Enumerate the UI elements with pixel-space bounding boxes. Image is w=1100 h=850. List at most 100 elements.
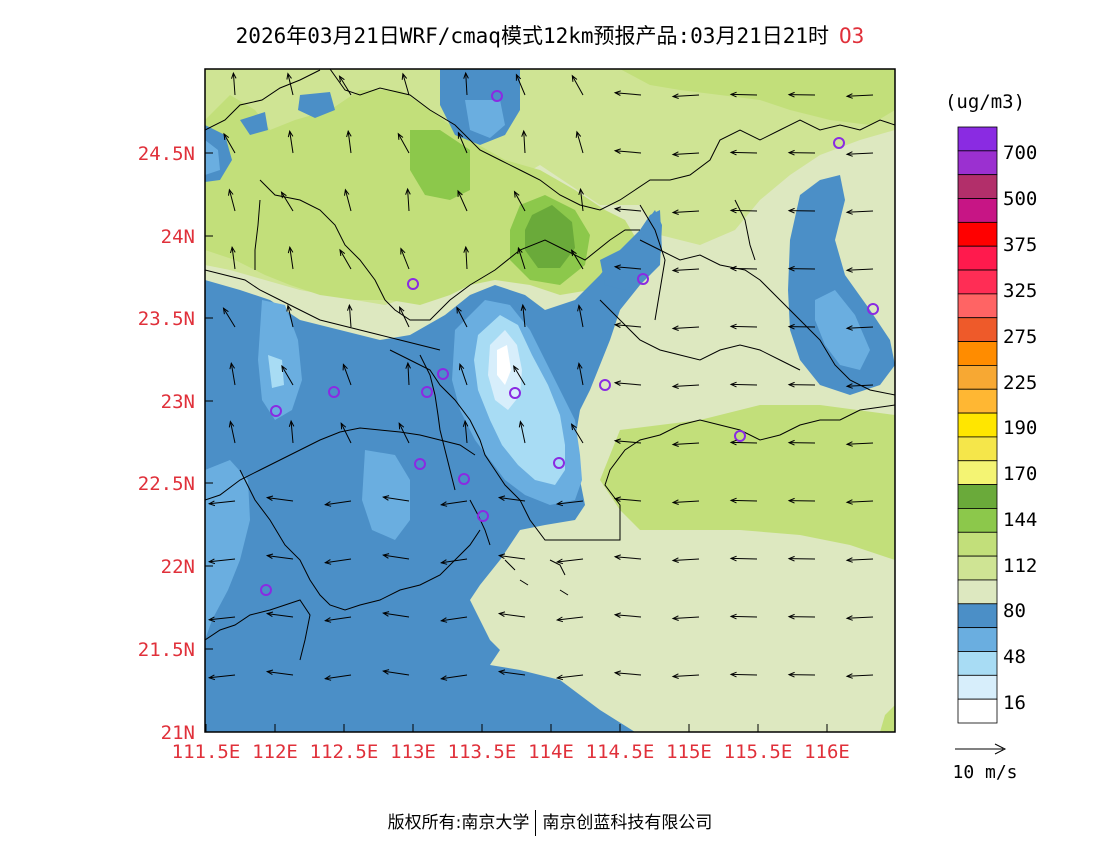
colorbar-swatch: [957, 484, 998, 509]
footer-right: 南京创蓝科技有限公司: [542, 813, 713, 833]
wind-arrowhead: [671, 673, 679, 679]
wind-arrowhead: [265, 553, 274, 560]
wind-arrowhead: [497, 611, 506, 618]
colorbar-swatch: [957, 555, 998, 581]
wind-arrow: [499, 671, 526, 676]
wind-arrowhead: [555, 616, 564, 623]
wind-arrowhead: [671, 93, 679, 99]
wind-arrow: [383, 670, 410, 676]
wind-arrow: [615, 440, 642, 444]
wind-arrowhead: [577, 362, 583, 370]
wind-arrowhead: [340, 422, 347, 430]
wind-arrowhead: [456, 306, 462, 314]
wind-arrowhead: [344, 188, 350, 196]
wind-arrow: [342, 364, 352, 386]
wind-arrowhead: [613, 206, 621, 212]
colorbar-swatch: [957, 221, 998, 247]
wind-arrowhead: [231, 71, 237, 79]
wind-arrow: [515, 74, 526, 96]
wind-arrowhead: [671, 615, 679, 621]
wind-arrowhead: [570, 423, 577, 431]
wind-arrow: [846, 500, 874, 503]
lat-label: 24N: [161, 226, 195, 248]
wind-arrowhead: [729, 323, 737, 330]
wind-arrowhead: [286, 304, 292, 312]
wind-arrow: [281, 191, 294, 212]
wind-arrowhead: [845, 615, 853, 621]
wind-arrow: [325, 616, 352, 622]
wind-arrow: [846, 326, 874, 329]
wind-arrowhead: [207, 674, 216, 681]
station-marker: [328, 386, 340, 398]
wind-arrow: [402, 73, 410, 96]
wind-arrowhead: [324, 501, 332, 507]
colorbar-swatch: [957, 269, 998, 295]
wind-legend-label: 10 m/s: [952, 762, 1017, 783]
footer-separator: [535, 810, 537, 836]
wind-arrow: [287, 73, 294, 96]
wind-arrowhead: [518, 420, 525, 428]
wind-arrow: [499, 555, 526, 560]
wind-legend: 10 m/s: [952, 743, 1018, 783]
wind-arrowhead: [671, 325, 679, 331]
wind-arrowhead: [228, 188, 234, 196]
station-marker: [477, 510, 489, 522]
wind-arrowhead: [398, 422, 405, 430]
wind-arrowhead: [571, 74, 578, 82]
wind-arrowhead: [497, 495, 506, 502]
lon-label: 113.5E: [448, 741, 517, 763]
wind-arrowhead: [845, 383, 853, 389]
wind-arrowhead: [671, 267, 679, 273]
wind-arrow: [557, 558, 584, 563]
wind-arrow: [231, 247, 236, 270]
wind-arrowhead: [845, 267, 853, 273]
station-marker: [414, 458, 426, 470]
wind-arrowhead: [457, 189, 463, 197]
colorbar-swatch: [957, 341, 998, 366]
wind-arrowhead: [497, 669, 506, 676]
colorbar-swatch: [957, 508, 998, 533]
wind-arrowhead: [382, 669, 390, 675]
wind-arrow: [846, 384, 874, 387]
wind-arrow: [267, 555, 294, 560]
wind-arrow: [517, 247, 526, 270]
wind-arrowhead: [515, 73, 522, 81]
wind-arrow: [325, 674, 352, 680]
wind-arrowhead: [342, 363, 348, 371]
wind-arrowhead: [787, 555, 795, 562]
axis-ticks: [205, 152, 828, 733]
lat-label: 24.5N: [138, 143, 195, 165]
wind-arrowhead: [787, 91, 795, 98]
wind-arrowhead: [457, 131, 464, 139]
wind-arrow: [397, 133, 410, 154]
wind-arrowhead: [287, 245, 294, 254]
lon-label: 116E: [804, 741, 850, 763]
colorbar-swatch: [957, 579, 998, 605]
lat-label: 23.5N: [138, 308, 195, 330]
wind-arrow: [730, 209, 758, 212]
wind-arrowhead: [845, 151, 853, 157]
wind-arrow: [730, 441, 758, 444]
wind-arrow: [672, 268, 700, 271]
lon-label: 114E: [528, 741, 574, 763]
wind-arrow: [730, 557, 758, 560]
wind-arrow: [730, 499, 758, 502]
wind-arrow: [456, 307, 468, 328]
wind-arrow: [339, 75, 352, 96]
wind-arrow: [615, 498, 642, 502]
map-title: 2026年03月21日WRF/cmaq模式12km预报产品:03月21日21时 O…: [0, 20, 1100, 50]
wind-arrowhead: [729, 555, 737, 562]
wind-arrow: [289, 247, 294, 270]
wind-arrowhead: [729, 149, 737, 156]
wind-arrow: [267, 671, 294, 676]
wind-arrowhead: [229, 362, 236, 370]
wind-arrow: [459, 364, 468, 386]
wind-arrow: [457, 190, 468, 212]
wind-arrow: [441, 616, 468, 622]
wind-arrow: [209, 500, 236, 505]
wind-arrowhead: [228, 420, 235, 428]
colorbar-label: 325: [1003, 280, 1037, 302]
wind-arrowhead: [513, 364, 519, 373]
wind-arrow: [287, 305, 294, 328]
lon-label: 113E: [390, 741, 436, 763]
